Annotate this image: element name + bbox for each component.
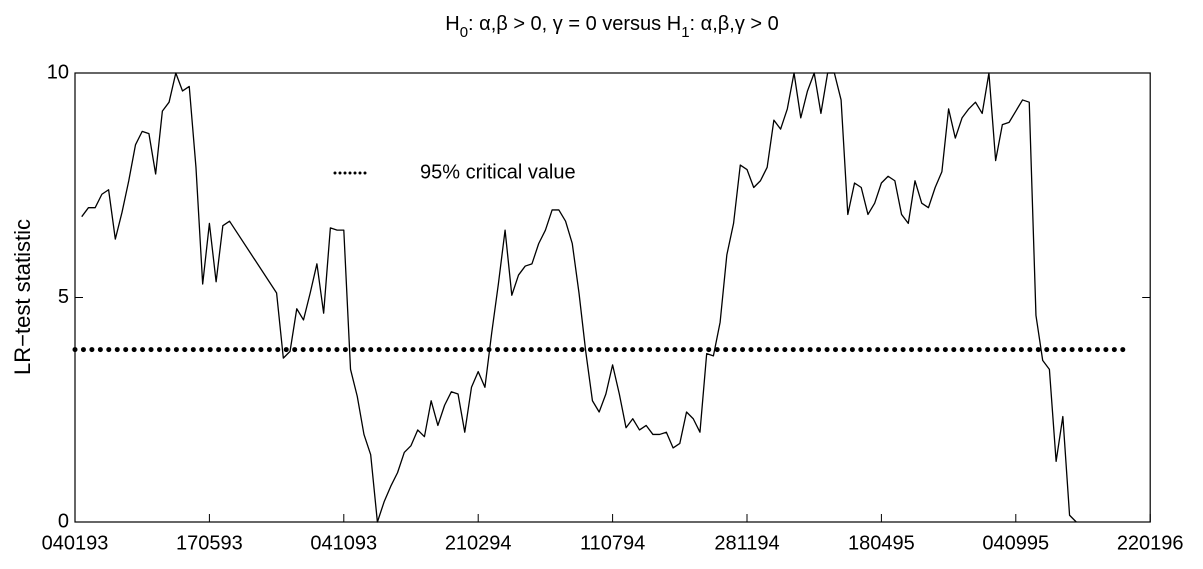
x-tick-label: 180495 — [848, 532, 915, 554]
chart-title: H0: α,β > 0, γ = 0 versus H1: α,β,γ > 0 — [445, 13, 779, 41]
plot-frame — [74, 72, 1151, 523]
data-line — [81, 72, 1077, 523]
legend-label: 95% critical value — [420, 161, 576, 183]
x-tick-label: 281194 — [714, 532, 779, 554]
x-tick-label: 110794 — [580, 532, 645, 554]
x-tick-label: 210294 — [445, 532, 512, 554]
title-part: : α,β > 0, γ = 0 versus H — [468, 13, 681, 35]
y-tick-label: 5 — [58, 286, 69, 308]
y-tick-label: 0 — [58, 510, 69, 532]
y-axis-label: LR−test statistic — [10, 219, 35, 375]
x-tick-label: 220196 — [1117, 532, 1184, 554]
title-part: H — [445, 13, 459, 35]
x-tick-label: 040995 — [982, 532, 1049, 554]
title-part: : α,β,γ > 0 — [690, 13, 779, 35]
title-part: 1 — [681, 24, 689, 41]
y-tick-label: 10 — [47, 61, 69, 83]
x-tick-label: 040193 — [42, 532, 109, 554]
x-tick-label: 041093 — [310, 532, 377, 554]
x-tick-label: 170593 — [176, 532, 243, 554]
title-part: 0 — [460, 24, 468, 41]
